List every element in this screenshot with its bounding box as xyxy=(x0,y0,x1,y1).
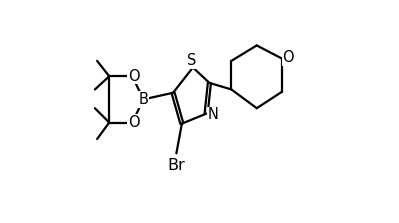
Text: N: N xyxy=(207,107,218,122)
Text: O: O xyxy=(128,115,140,130)
Text: O: O xyxy=(282,50,294,65)
Text: Br: Br xyxy=(168,158,185,173)
Text: S: S xyxy=(187,53,196,68)
Text: O: O xyxy=(128,69,140,84)
Text: B: B xyxy=(138,92,148,107)
